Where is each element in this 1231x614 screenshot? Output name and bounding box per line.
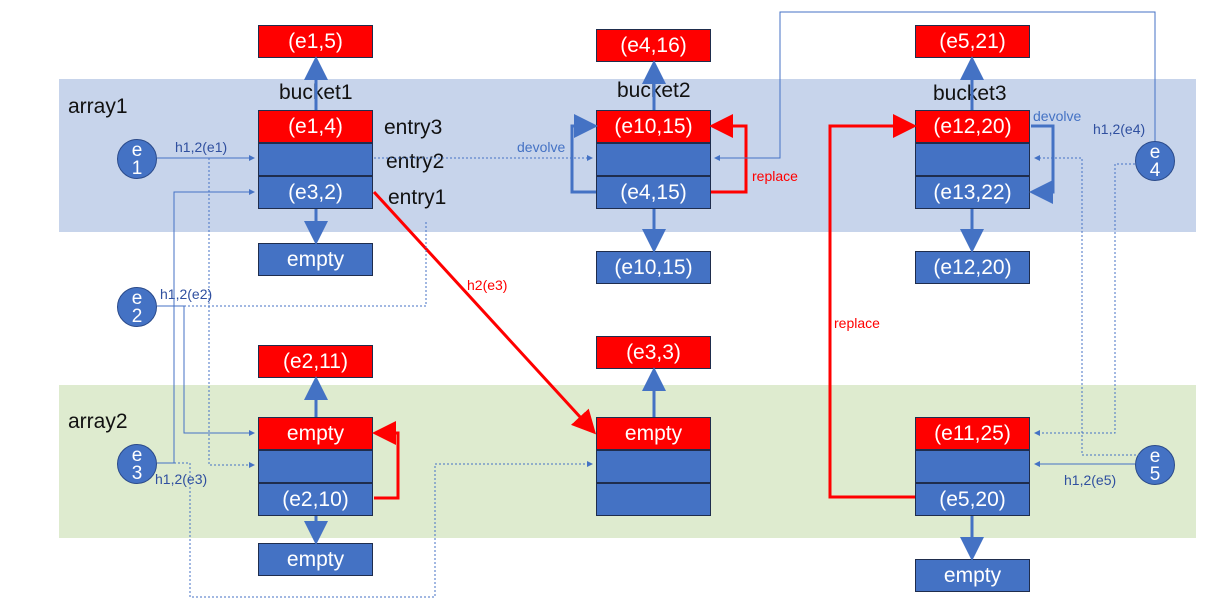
bucket3-label: bucket3 [933,82,1007,105]
a2b1-entry2 [258,450,373,483]
hash-label-h2-e3: h2(e3) [467,277,508,293]
b2-entry3: (e10,15) [596,110,711,143]
replace-arrow-cross [828,114,917,499]
element-e4-node: e 4 [1135,141,1175,181]
b3-overflow-top: (e5,21) [915,25,1030,58]
devolve-label-bucket2: devolve [517,139,566,155]
b2-overflow-bottom: (e10,15) [596,251,711,284]
a2b2-entry1 [596,483,711,516]
replace-arrow-bucket2 [709,114,748,194]
b1-entry2 [258,143,373,176]
replace-arrow-a2b1 [372,421,400,500]
replace-label-bucket2: replace [752,168,798,184]
element-e3-node: e 3 [117,444,157,484]
a2b3-entry1: (e5,20) [915,483,1030,516]
hash-label-e1: h1,2(e1) [175,139,228,155]
b3-entry3: (e12,20) [915,110,1030,143]
h2-e3-arrow [372,190,597,435]
array2-label: array2 [68,410,128,433]
a2b3-entry2 [915,450,1030,483]
entry1-label: entry1 [388,186,447,209]
b1-entry1: (e3,2) [258,176,373,209]
hash-label-e4: h1,2(e4) [1093,121,1146,137]
element-e1-node: e 1 [117,139,157,179]
b3-overflow-bottom: (e12,20) [915,251,1030,284]
element-e5-node: e 5 [1135,445,1175,485]
hash-label-e2: h1,2(e2) [160,286,213,302]
entry2-label: entry2 [386,150,445,173]
hash-label-e5: h1,2(e5) [1064,472,1117,488]
devolve-loop-bucket3 [1029,124,1055,204]
a2b1-entry1: (e2,10) [258,483,373,516]
overflow-arrows [304,56,984,561]
b2-entry1: (e4,15) [596,176,711,209]
array1-label: array1 [68,95,128,118]
hash-label-e3: h1,2(e3) [155,471,208,487]
a2b2-overflow-top: (e3,3) [596,336,711,369]
b1-entry3: (e1,4) [258,110,373,143]
a2b2-entry3: empty [596,417,711,450]
a2b3-entry3: (e11,25) [915,417,1030,450]
element-e2-node: e 2 [117,287,157,327]
devolve-label-bucket3: devolve [1033,108,1082,124]
a2b1-overflow-bottom: empty [258,543,373,576]
a2b2-entry2 [596,450,711,483]
replace-label-cross: replace [834,315,880,331]
hash-arrows-dotted [174,155,1140,598]
devolve-loop-bucket2 [570,114,598,194]
b3-entry1: (e13,22) [915,176,1030,209]
b2-overflow-top: (e4,16) [596,29,711,62]
b2-entry2 [596,143,711,176]
entry3-label: entry3 [384,116,443,139]
a2b1-entry3: empty [258,417,373,450]
hash-arrows-solid [157,11,1156,467]
b3-entry2 [915,143,1030,176]
